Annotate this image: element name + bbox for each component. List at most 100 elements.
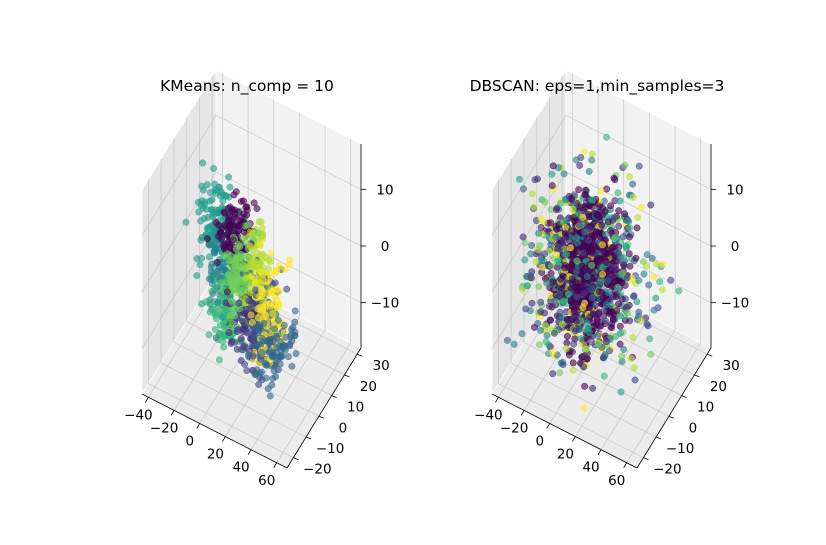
scatter-point-cluster-1 bbox=[602, 338, 610, 346]
scatter-point-cluster-2 bbox=[233, 328, 241, 336]
x-gridline bbox=[225, 112, 300, 437]
scatter-point-cluster-6 bbox=[202, 298, 210, 306]
scatter-point-cluster-5 bbox=[225, 173, 233, 181]
scatter-point-cluster-1 bbox=[611, 264, 619, 272]
scatter-point-cluster-0 bbox=[569, 359, 577, 367]
x-tick-mark bbox=[572, 436, 576, 442]
scatter-point-cluster-8 bbox=[569, 205, 577, 213]
scatter-point-cluster-3 bbox=[604, 277, 612, 285]
scatter-point-cluster-4 bbox=[617, 253, 625, 261]
x-gridline bbox=[626, 138, 702, 464]
scatter-point-cluster-1 bbox=[580, 290, 588, 297]
scatter-point-cluster-2 bbox=[242, 305, 250, 313]
scatter-point-cluster-0 bbox=[553, 225, 561, 233]
scatter-point-cluster-5 bbox=[205, 223, 213, 231]
scatter-point-cluster-5 bbox=[616, 271, 624, 279]
y-tick-label: 20 bbox=[710, 379, 727, 395]
scatter-point-cluster-0 bbox=[220, 244, 228, 252]
scatter-point-cluster-1 bbox=[534, 175, 541, 183]
scatter-point-cluster-5 bbox=[210, 164, 218, 172]
scatter-point-cluster-6 bbox=[560, 297, 568, 305]
scatter-point-cluster-4 bbox=[625, 217, 633, 225]
scatter-point-cluster-0 bbox=[243, 203, 251, 211]
scatter-point-cluster-2 bbox=[602, 317, 609, 325]
x-axis-line bbox=[141, 393, 288, 469]
scatter-point-cluster-3 bbox=[288, 337, 296, 345]
scatter-point-cluster-5 bbox=[226, 183, 234, 191]
x-tick-mark bbox=[145, 397, 149, 403]
z-gridline bbox=[491, 114, 712, 236]
scatter-point-cluster-8 bbox=[246, 242, 254, 250]
scatter-point-cluster-3 bbox=[272, 333, 280, 341]
scatter-point-cluster-8 bbox=[242, 274, 249, 282]
scatter-point-cluster-7 bbox=[221, 252, 228, 260]
scatter-point-cluster-9 bbox=[579, 214, 587, 221]
scatter-point-cluster-1 bbox=[580, 207, 588, 215]
scatter-point-cluster-0 bbox=[557, 275, 565, 283]
scatter-point-cluster-5 bbox=[523, 282, 531, 290]
x-tick-label: 0 bbox=[185, 433, 194, 449]
scatter-point-cluster-9 bbox=[273, 267, 281, 275]
scatter-point-cluster-0 bbox=[616, 340, 624, 348]
scatter-point-cluster-1 bbox=[578, 250, 586, 257]
scatter-point-cluster-8 bbox=[530, 203, 538, 211]
scatter-point-cluster-3 bbox=[262, 374, 270, 382]
scatter-point-cluster-6 bbox=[220, 343, 228, 351]
scatter-point-cluster-7 bbox=[240, 283, 248, 291]
chart-title: KMeans: n_comp = 10 bbox=[160, 77, 334, 96]
dbscan-plot: −40−200204060−20−100102030−10010DBSCAN: … bbox=[470, 68, 749, 489]
scatter-point-cluster-1 bbox=[581, 352, 589, 360]
scatter-point-cluster-3 bbox=[266, 392, 274, 400]
scatter-point-cluster-4 bbox=[640, 270, 648, 278]
scatter-point-cluster-3 bbox=[250, 368, 258, 375]
y-axis-line bbox=[286, 347, 362, 469]
x-tick-mark bbox=[546, 423, 551, 429]
x-tick-mark bbox=[222, 436, 226, 442]
scatter-point-cluster-3 bbox=[610, 214, 618, 222]
scatter-point-cluster-1 bbox=[615, 222, 623, 230]
scatter-point-cluster-0 bbox=[547, 219, 555, 227]
scatter-point-cluster-7 bbox=[233, 254, 240, 262]
scatter-point-cluster-5 bbox=[633, 298, 641, 306]
scatter-point-cluster-0 bbox=[598, 221, 606, 229]
scatter-point-cluster-2 bbox=[630, 292, 638, 300]
x-tick-mark bbox=[495, 397, 499, 403]
scatter-point-cluster-3 bbox=[288, 362, 296, 370]
scatter-point-cluster-9 bbox=[268, 289, 276, 296]
scatter-point-cluster-5 bbox=[205, 253, 213, 261]
scatter-point-cluster-0 bbox=[589, 310, 597, 318]
scatter-point-cluster-4 bbox=[581, 228, 589, 236]
x-tick-label: −40 bbox=[124, 407, 153, 423]
scatter-point-cluster-6 bbox=[205, 331, 213, 339]
x-tick-mark bbox=[623, 462, 628, 468]
y-tick-label: 10 bbox=[697, 400, 714, 416]
scatter-point-cluster-0 bbox=[593, 321, 601, 329]
scatter-point-cluster-9 bbox=[251, 278, 259, 286]
scatter-point-cluster-0 bbox=[616, 322, 624, 330]
scatter-point-cluster-9 bbox=[539, 263, 547, 271]
scatter-point-cluster-2 bbox=[537, 298, 545, 306]
z-tick-label: −10 bbox=[371, 296, 400, 312]
scatter-point-cluster-3 bbox=[277, 338, 284, 346]
scatter-point-cluster-1 bbox=[552, 206, 560, 214]
scatter-point-cluster-4 bbox=[211, 249, 219, 257]
scatter-point-cluster-7 bbox=[547, 262, 555, 270]
scatter-point-cluster-3 bbox=[527, 272, 535, 280]
scatter-point-cluster-0 bbox=[240, 197, 247, 205]
scatter-point-cluster-5 bbox=[197, 217, 205, 225]
x-tick-mark bbox=[170, 410, 175, 416]
scatter-point-cluster-9 bbox=[248, 319, 256, 326]
scatter-point-cluster-5 bbox=[199, 159, 207, 167]
scatter-point-cluster-4 bbox=[650, 306, 658, 314]
scatter-point-cluster-8 bbox=[249, 262, 257, 270]
y-gridline bbox=[510, 159, 657, 438]
scatter-point-cluster-9 bbox=[281, 265, 289, 273]
y-tick-mark bbox=[305, 436, 312, 440]
scatter-point-cluster-8 bbox=[248, 251, 256, 259]
scatter-point-cluster-8 bbox=[626, 173, 633, 181]
scatter-point-cluster-9 bbox=[637, 204, 645, 211]
scatter-point-cluster-3 bbox=[572, 267, 580, 275]
scatter-point-cluster-6 bbox=[216, 321, 224, 329]
scatter-point-cluster-0 bbox=[581, 382, 589, 390]
